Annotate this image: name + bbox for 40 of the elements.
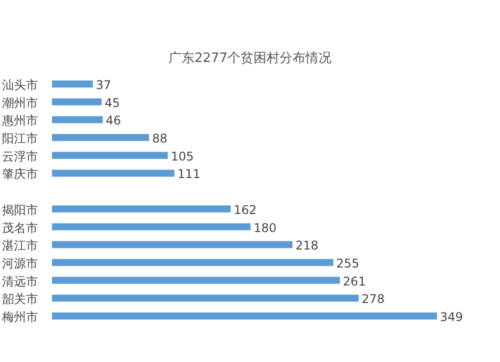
y-tick-label: 潮州市 <box>2 96 38 110</box>
bar <box>52 205 231 212</box>
data-label: 37 <box>96 78 112 92</box>
y-tick-label: 揭阳市 <box>2 202 38 217</box>
bar <box>52 294 359 302</box>
bar <box>52 98 102 106</box>
y-tick-label: 清远市 <box>2 274 38 288</box>
data-label: 218 <box>295 238 318 253</box>
y-tick-label: 云浮市 <box>2 149 38 164</box>
bar <box>52 152 168 159</box>
y-tick-label: 汕头市 <box>2 78 38 92</box>
y-tick-label: 湛江市 <box>2 238 38 253</box>
y-tick-label: 茂名市 <box>2 220 38 235</box>
data-label: 255 <box>336 256 360 270</box>
data-label: 180 <box>254 220 276 235</box>
y-tick-label: 惠州市 <box>1 114 38 128</box>
data-label: 278 <box>362 292 385 306</box>
bar <box>52 223 251 230</box>
bar <box>52 134 150 142</box>
bar <box>52 241 292 248</box>
chart-title: 广东2277个贫困村分布情况 <box>168 51 332 66</box>
bar <box>52 116 103 124</box>
data-label: 261 <box>342 274 366 288</box>
data-label: 46 <box>106 114 122 128</box>
y-tick-label: 阳江市 <box>2 132 38 146</box>
y-tick-label: 梅州市 <box>1 310 38 324</box>
data-label: 45 <box>104 96 120 110</box>
y-tick-label: 韶关市 <box>2 292 38 306</box>
bar <box>52 170 174 177</box>
bar <box>52 80 93 88</box>
y-tick-label: 河源市 <box>2 256 38 270</box>
bar <box>52 312 437 320</box>
data-label: 162 <box>234 202 257 217</box>
data-label: 111 <box>177 167 200 182</box>
y-tick-label: 肇庆市 <box>2 167 38 182</box>
bar <box>52 258 334 266</box>
data-label: 105 <box>170 149 194 164</box>
bar <box>52 276 340 284</box>
data-label: 349 <box>440 310 463 324</box>
data-label: 88 <box>152 132 168 146</box>
